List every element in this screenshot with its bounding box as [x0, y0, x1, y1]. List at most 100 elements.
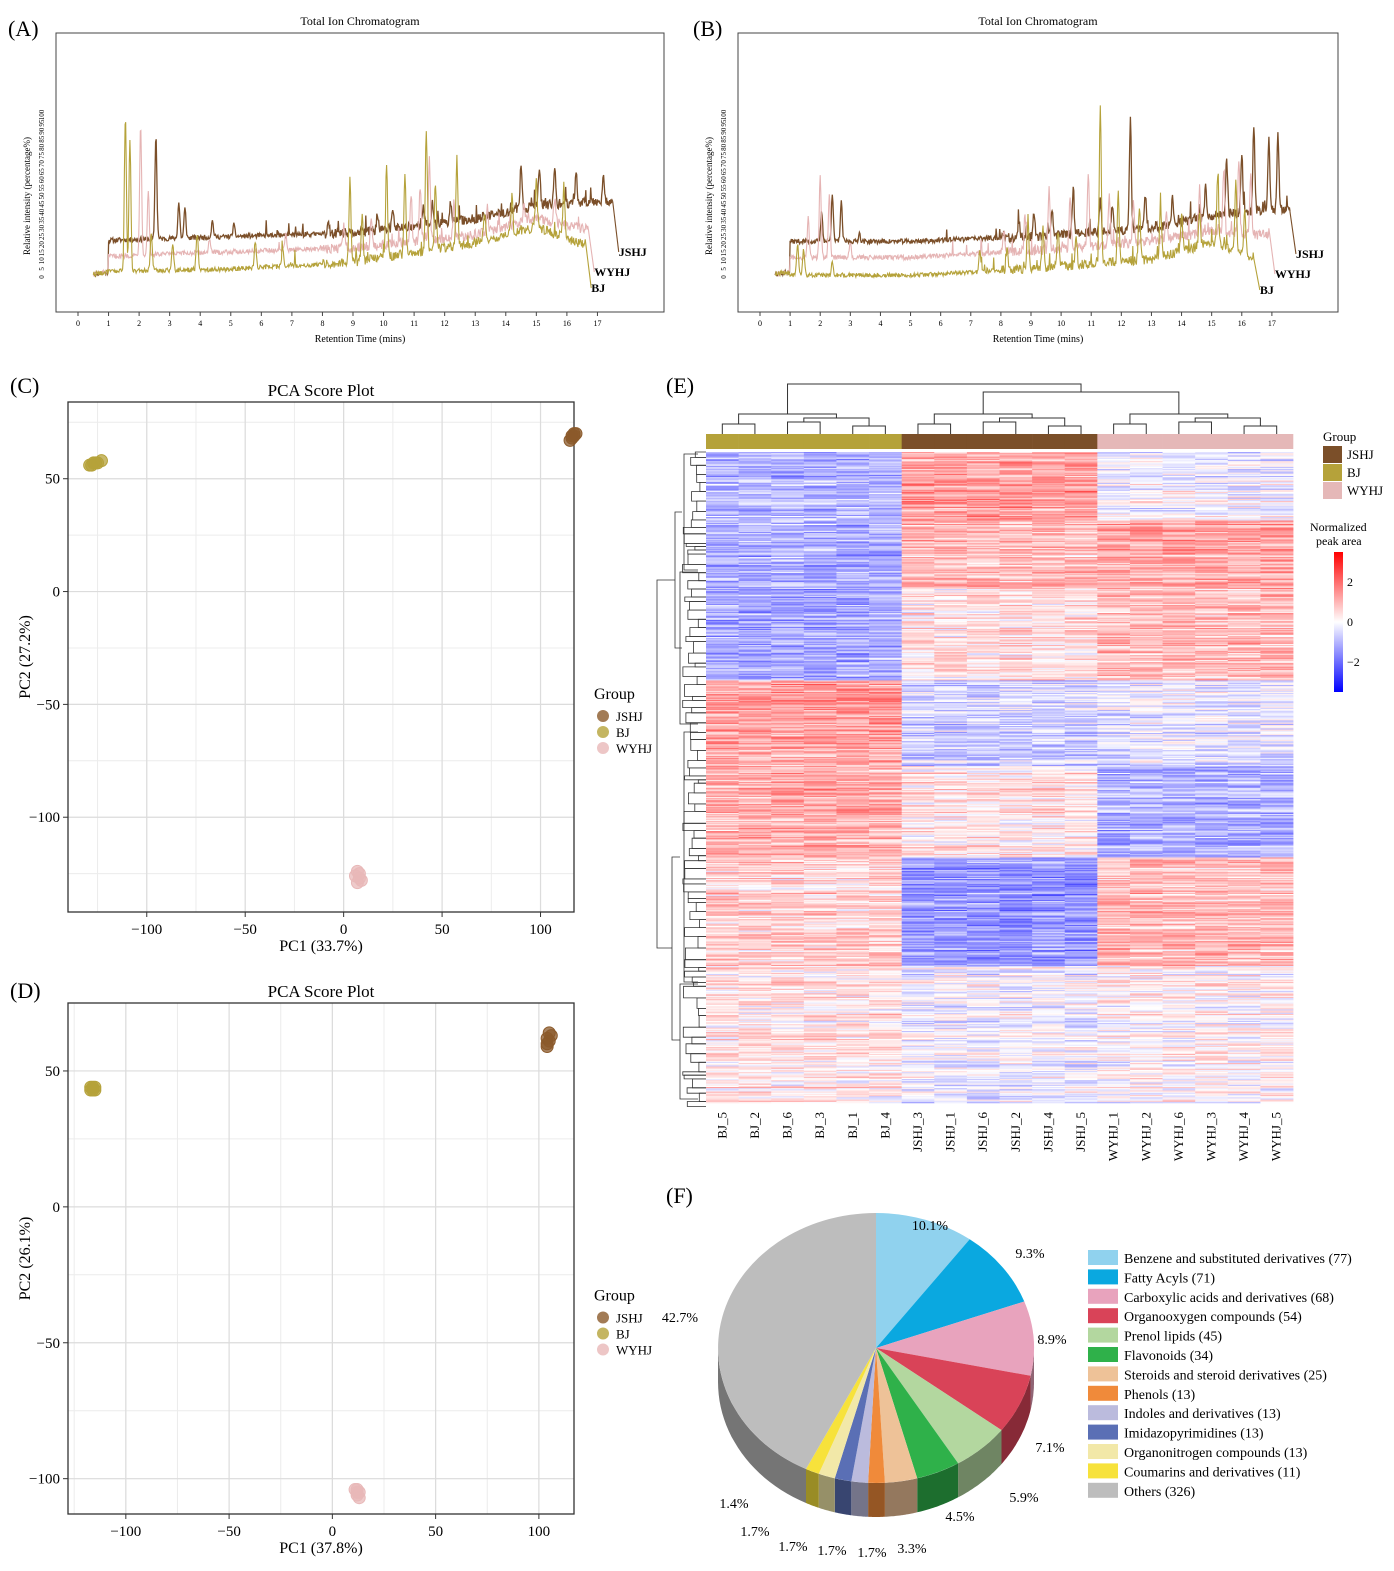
heatmap-cell [706, 535, 740, 537]
heatmap-cell [901, 625, 935, 628]
heatmap-cell [869, 574, 903, 576]
heatmap-cell [901, 679, 935, 681]
heatmap-cell [803, 603, 837, 606]
heatmap-cell [836, 553, 870, 556]
heatmap-cell [966, 647, 1000, 649]
heatmap-cell [803, 554, 837, 557]
heatmap-cell [1195, 699, 1229, 702]
heatmap-cell [836, 704, 870, 706]
heatmap-cell [1162, 533, 1196, 535]
heatmap-cell [1260, 724, 1294, 727]
heatmap-cell [1162, 537, 1196, 540]
heatmap-cell [1129, 452, 1163, 454]
heatmap-cell [1064, 523, 1098, 526]
heatmap-cell [999, 574, 1033, 576]
heatmap-cell [999, 583, 1033, 585]
heatmap-cell [1195, 510, 1229, 512]
heatmap-cell [1227, 533, 1261, 535]
heatmap-cell [803, 635, 837, 638]
heatmap-cell [706, 557, 740, 559]
heatmap-cell [869, 722, 903, 725]
heatmap-cell [1064, 610, 1098, 613]
heatmap-cell [999, 687, 1033, 689]
heatmap-cell [1097, 738, 1131, 741]
heatmap-cell [1227, 455, 1261, 457]
heatmap-cell [1227, 719, 1261, 721]
heatmap-cell [999, 478, 1033, 480]
heatmap-cell [1032, 453, 1066, 455]
heatmap-cell [1129, 655, 1163, 657]
heatmap-cell [836, 714, 870, 717]
heatmap-cell [1064, 471, 1098, 473]
heatmap-cell [836, 683, 870, 686]
heatmap-cell [1032, 557, 1066, 559]
heatmap-cell [1097, 674, 1131, 677]
heatmap-cell [1260, 481, 1294, 484]
x-tick-label: 17 [1268, 319, 1276, 328]
heatmap-cell [1195, 573, 1229, 575]
heatmap-cell [1227, 558, 1261, 560]
heatmap-cell [1195, 535, 1229, 537]
heatmap-cell [901, 715, 935, 718]
x-tick-label: 4 [198, 319, 202, 328]
heatmap-cell [836, 634, 870, 637]
heatmap-cell [1195, 736, 1229, 738]
heatmap-cell [1227, 642, 1261, 645]
heatmap-cell [1162, 688, 1196, 690]
heatmap-cell [1097, 632, 1131, 634]
y-axis-label: PC2 (27.2%) [17, 615, 34, 699]
heatmap-cell [1129, 481, 1163, 484]
heatmap-cell [1129, 487, 1163, 489]
heatmap-cell [966, 619, 1000, 622]
heatmap-cell [1032, 695, 1066, 697]
heatmap-cell [1129, 495, 1163, 497]
heatmap-cell [803, 674, 837, 677]
heatmap-cell [1097, 493, 1131, 495]
heatmap-cell [869, 526, 903, 528]
heatmap-cell [1195, 489, 1229, 492]
heatmap-cell [901, 503, 935, 505]
heatmap-cell [999, 490, 1033, 493]
heatmap-cell [966, 718, 1000, 720]
heatmap-cell [706, 523, 740, 526]
heatmap-cell [1227, 699, 1261, 702]
heatmap-cell [1227, 616, 1261, 618]
heatmap-cell [1227, 618, 1261, 621]
heatmap-cell [966, 531, 1000, 534]
heatmap-cell [803, 731, 837, 734]
heatmap-cell [999, 699, 1033, 702]
heatmap-cell [1227, 514, 1261, 517]
heatmap-cell [1260, 547, 1294, 550]
heatmap-cell [934, 721, 968, 723]
series-leader [584, 239, 592, 289]
heatmap-cell [999, 550, 1033, 552]
heatmap-cell [966, 482, 1000, 485]
heatmap-cell [1260, 475, 1294, 478]
heatmap-cell [901, 505, 935, 508]
heatmap-cell [803, 607, 837, 609]
heatmap-cell [1064, 665, 1098, 668]
heatmap-cell [1162, 463, 1196, 465]
heatmap-cell [1260, 595, 1294, 598]
heatmap-cell [999, 653, 1033, 655]
heatmap-cell [1097, 638, 1131, 640]
heatmap-cell [738, 712, 772, 714]
heatmap-cell [706, 663, 740, 665]
heatmap-cell [1260, 683, 1294, 686]
heatmap-cell [966, 692, 1000, 695]
heatmap-cell [1064, 726, 1098, 728]
heatmap-cell [771, 591, 805, 593]
heatmap-cell [901, 674, 935, 677]
x-tick-label: 7 [290, 319, 294, 328]
heatmap-cell [803, 647, 837, 649]
series-label-wyhj: WYHJ [594, 265, 630, 279]
heatmap-cell [869, 605, 903, 607]
heatmap-cell [771, 601, 805, 604]
heatmap-cell [1129, 582, 1163, 584]
heatmap-cell [1227, 748, 1261, 751]
heatmap-cell [1032, 598, 1066, 600]
heatmap-cell [1097, 715, 1131, 718]
heatmap-cell [738, 608, 772, 610]
heatmap-cell [1162, 595, 1196, 598]
heatmap-cell [1162, 494, 1196, 496]
